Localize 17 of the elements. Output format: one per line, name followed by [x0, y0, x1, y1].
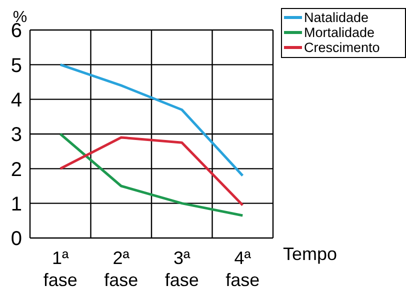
x-tick-label: 4ª fase	[226, 248, 260, 290]
y-tick-label: 5	[10, 54, 22, 77]
y-tick-label: 2	[10, 158, 22, 181]
legend-label: Mortalidade	[304, 25, 375, 40]
line-series	[59, 63, 244, 177]
y-tick-label: 0	[10, 228, 22, 250]
legend-label: Natalidade	[304, 10, 369, 25]
x-tick-label: 1ª fase	[43, 248, 78, 290]
y-tick-label: 1	[10, 193, 22, 216]
x-tick-label: 2ª fase	[104, 248, 138, 290]
x-axis-title: Tempo	[283, 244, 338, 264]
line-series	[59, 132, 244, 217]
line-series	[59, 136, 244, 206]
y-tick-label: 3	[10, 124, 22, 146]
legend-label: Crescimento	[304, 40, 380, 55]
y-tick-label: 4	[10, 89, 22, 112]
x-tick-label: 3ª fase	[164, 248, 199, 290]
